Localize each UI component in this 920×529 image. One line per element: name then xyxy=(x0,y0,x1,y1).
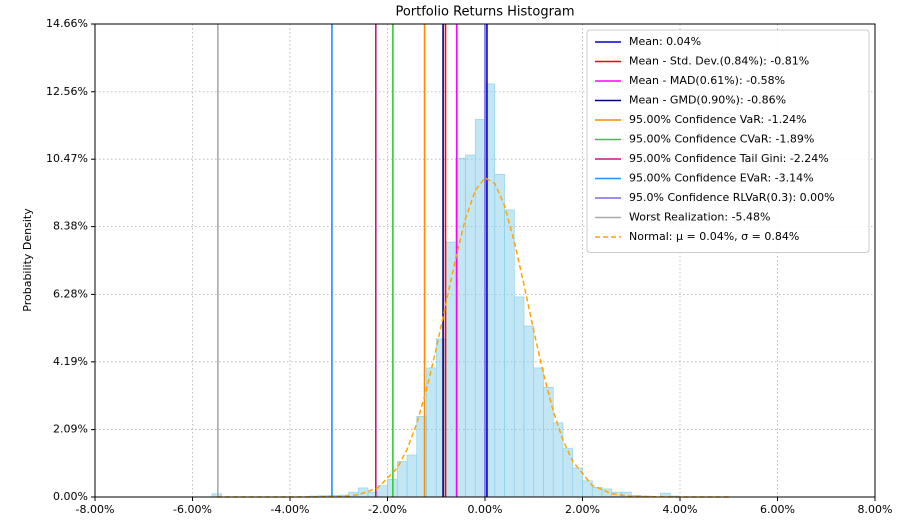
histogram-bar xyxy=(494,174,505,498)
x-tick-label: -6.00% xyxy=(173,503,212,516)
y-tick-label: 6.28% xyxy=(53,287,88,300)
y-tick-label: 0.00% xyxy=(53,490,88,503)
histogram-bar xyxy=(533,367,544,498)
histogram-bar xyxy=(513,296,525,498)
legend-label: Normal: μ = 0.04%, σ = 0.84% xyxy=(629,230,799,243)
legend-label: 95.00% Confidence CVaR: -1.89% xyxy=(629,133,814,146)
histogram-bar xyxy=(601,488,613,498)
y-tick-label: 8.38% xyxy=(53,220,88,233)
x-tick-label: 6.00% xyxy=(760,503,795,516)
legend-label: Mean: 0.04% xyxy=(629,35,701,48)
plot-frame xyxy=(94,23,876,498)
x-tick-label: -2.00% xyxy=(368,503,407,516)
x-tick-label: -8.00% xyxy=(76,503,115,516)
y-tick-label: 14.66% xyxy=(46,17,88,30)
histogram-bar xyxy=(426,367,437,498)
legend: Mean: 0.04% Mean - Std. Dev.(0.84%): -0.8… xyxy=(586,29,870,253)
histogram-bar xyxy=(396,461,408,498)
legend-label: 95.00% Confidence EVaR: -3.14% xyxy=(629,172,814,185)
histogram-bar xyxy=(523,325,535,498)
legend-label: Mean - Std. Dev.(0.84%): -0.81% xyxy=(629,55,809,68)
histogram-bar xyxy=(435,338,447,498)
histogram-bar xyxy=(504,209,515,498)
chart-title: Portfolio Returns Histogram xyxy=(395,5,574,20)
histogram-bar xyxy=(543,387,554,498)
histogram-bar xyxy=(474,119,486,498)
histogram-bar xyxy=(465,154,476,498)
histogram-bar xyxy=(406,454,418,498)
legend-label: Mean - MAD(0.61%): -0.58% xyxy=(629,74,785,87)
histogram-bar xyxy=(562,448,574,498)
x-tick-label: 0.00% xyxy=(468,503,503,516)
x-tick-label: -4.00% xyxy=(271,503,310,516)
x-tick-label: 4.00% xyxy=(663,503,698,516)
y-tick-label: 12.56% xyxy=(46,85,88,98)
legend-label: Worst Realization: -5.48% xyxy=(629,211,771,224)
x-tick-label: 2.00% xyxy=(565,503,600,516)
legend-label: 95.00% Confidence VaR: -1.24% xyxy=(629,113,807,126)
y-tick-label: 10.47% xyxy=(46,152,88,165)
x-tick-label: 8.00% xyxy=(858,503,893,516)
y-axis-label: Probability Density xyxy=(21,208,34,312)
normal-curve xyxy=(216,176,729,498)
y-tick-label: 2.09% xyxy=(53,423,88,436)
y-tick-label: 4.19% xyxy=(53,355,88,368)
legend-label: 95.0% Confidence RLVaR(0.3): 0.00% xyxy=(629,191,835,204)
legend-box xyxy=(586,29,870,253)
histogram-bar xyxy=(552,422,564,498)
legend-label: 95.00% Confidence Tail Gini: -2.24% xyxy=(629,152,829,165)
legend-label: Mean - GMD(0.90%): -0.86% xyxy=(629,94,786,107)
